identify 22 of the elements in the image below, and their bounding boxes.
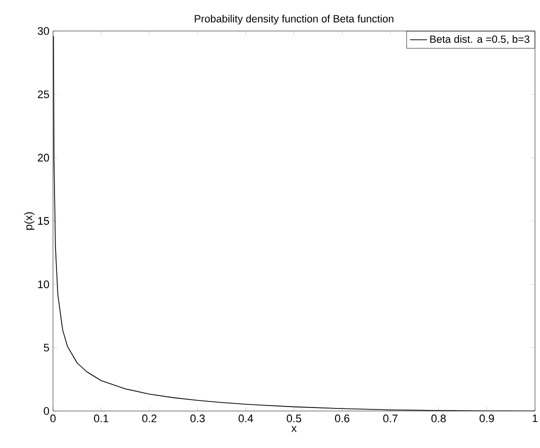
y-tick-label: 25	[38, 90, 50, 98]
x-tick-label: 0.3	[190, 414, 205, 422]
x-tick-label: 0.2	[142, 414, 156, 422]
x-tick-label: 0.5	[286, 414, 302, 422]
x-tick-label: 0.7	[383, 414, 398, 422]
legend-label: Beta dist. a =0.5, b=3	[430, 35, 530, 44]
y-tick-label: 15	[38, 217, 50, 225]
y-tick-label: 20	[38, 154, 50, 162]
y-tick-label: 30	[38, 27, 50, 35]
y-axis-title: p(x)	[24, 212, 34, 230]
x-tick-label: 0.9	[480, 414, 494, 422]
x-axis-title: x	[291, 426, 297, 432]
x-tick-label: 0.1	[94, 414, 108, 422]
x-tick-label: 0.4	[238, 414, 254, 422]
chart-title: Probability density function of Beta function	[194, 14, 394, 24]
y-tick-label: 10	[38, 280, 50, 288]
x-tick-label: 1	[532, 414, 538, 422]
x-tick-label: 0.8	[431, 414, 446, 422]
y-tick-label: 0	[44, 407, 50, 415]
y-tick-label: 5	[44, 344, 50, 352]
x-tick-label: 0	[50, 414, 56, 422]
x-tick-label: 0.6	[335, 414, 350, 422]
